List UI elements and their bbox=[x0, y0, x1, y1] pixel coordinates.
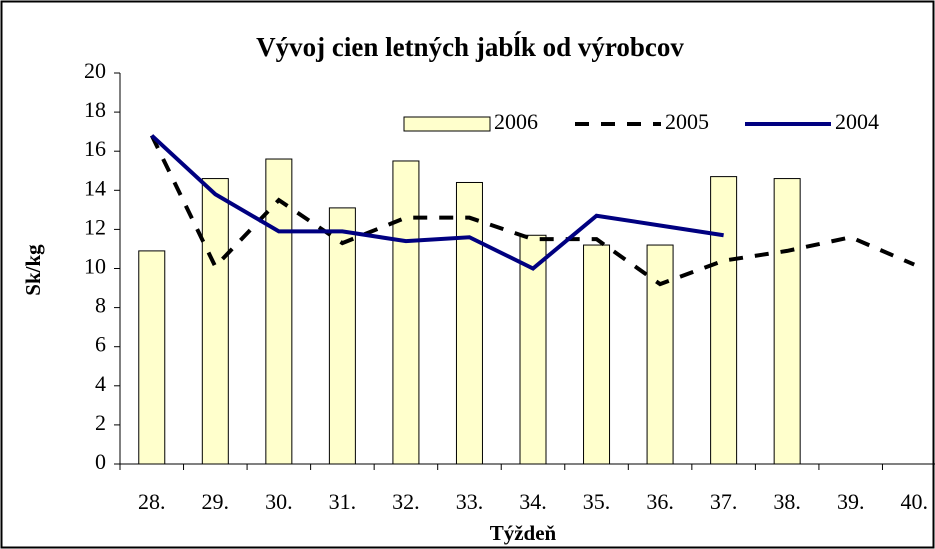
x-tick-label: 36. bbox=[646, 489, 674, 514]
bar bbox=[265, 158, 293, 465]
x-tick-label: 34. bbox=[519, 489, 547, 514]
y-tick-label: 10 bbox=[84, 254, 106, 279]
bar bbox=[583, 244, 611, 465]
bar bbox=[201, 178, 229, 465]
bar bbox=[710, 176, 738, 465]
bar bbox=[455, 181, 483, 465]
x-tick-label: 40. bbox=[900, 489, 928, 514]
bar bbox=[646, 244, 674, 465]
x-tick-label: 39. bbox=[837, 489, 865, 514]
y-tick-label: 4 bbox=[95, 371, 106, 396]
y-tick-label: 16 bbox=[84, 136, 106, 161]
bar bbox=[138, 250, 166, 465]
x-tick-label: 29. bbox=[202, 489, 230, 514]
y-tick-label: 14 bbox=[84, 175, 106, 200]
legend-label: 2006 bbox=[494, 109, 538, 134]
y-tick-label: 2 bbox=[95, 410, 106, 435]
y-axis-title: Sk/kg bbox=[21, 244, 45, 296]
bar bbox=[328, 207, 356, 465]
y-tick-label: 0 bbox=[95, 449, 106, 474]
x-tick-label: 38. bbox=[773, 489, 801, 514]
bar bbox=[519, 234, 547, 465]
y-tick-label: 20 bbox=[84, 58, 106, 83]
x-tick-label: 37. bbox=[710, 489, 738, 514]
bar bbox=[392, 160, 420, 465]
legend-label: 2005 bbox=[665, 109, 709, 134]
y-tick-label: 12 bbox=[84, 214, 106, 239]
line-series bbox=[149, 134, 916, 287]
legend-label: 2004 bbox=[835, 109, 879, 134]
x-axis-title: Týždeň bbox=[490, 521, 557, 545]
line-series bbox=[150, 134, 724, 271]
x-tick-label: 32. bbox=[392, 489, 420, 514]
bar bbox=[773, 178, 801, 465]
x-tick-label: 31. bbox=[329, 489, 357, 514]
x-tick-label: 30. bbox=[265, 489, 293, 514]
y-tick-label: 6 bbox=[95, 332, 106, 357]
y-tick-label: 18 bbox=[84, 97, 106, 122]
x-tick-label: 33. bbox=[456, 489, 484, 514]
x-tick-label: 35. bbox=[583, 489, 611, 514]
y-tick-label: 8 bbox=[95, 293, 106, 318]
x-tick-label: 28. bbox=[138, 489, 166, 514]
legend-swatch bbox=[403, 116, 491, 132]
chart-title: Vývoj cien letných jabĺk od výrobcov bbox=[256, 31, 684, 62]
